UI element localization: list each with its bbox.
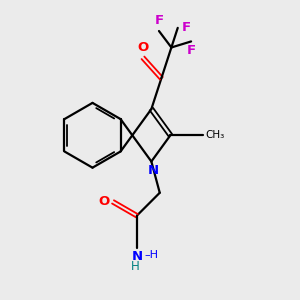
Text: –H: –H <box>144 250 158 260</box>
Text: F: F <box>154 14 164 28</box>
Text: O: O <box>98 195 110 208</box>
Text: F: F <box>187 44 196 57</box>
Text: N: N <box>147 164 158 177</box>
Text: N: N <box>131 250 142 262</box>
Text: F: F <box>181 21 190 34</box>
Text: O: O <box>137 41 148 54</box>
Text: H: H <box>131 260 140 273</box>
Text: CH₃: CH₃ <box>205 130 224 140</box>
